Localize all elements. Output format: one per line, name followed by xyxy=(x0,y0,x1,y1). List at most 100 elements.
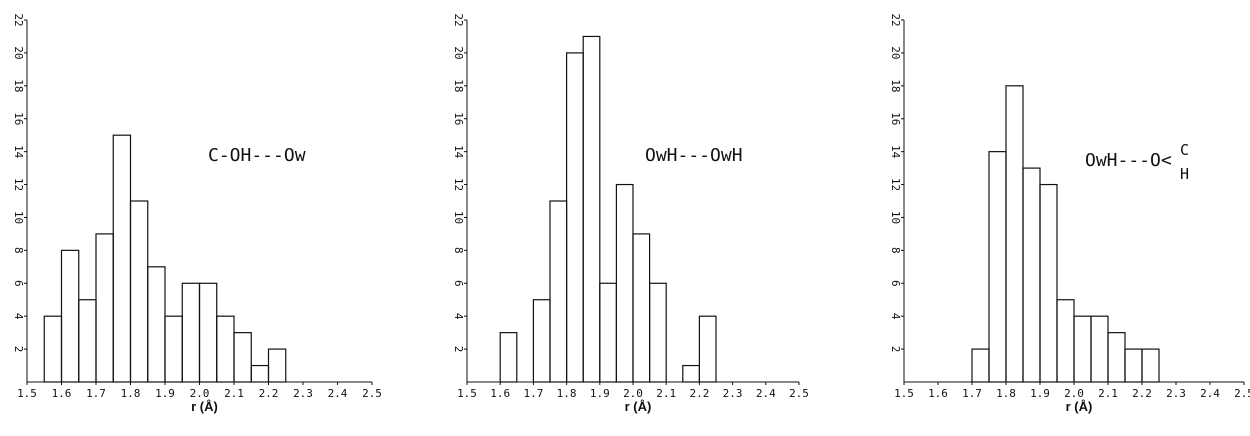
histogram-bar xyxy=(682,364,700,383)
y-tick-label: 14 xyxy=(452,145,465,159)
histogram-bar xyxy=(1124,348,1143,383)
y-tick-label: 6 xyxy=(889,280,902,287)
x-tick-label: 2.4 xyxy=(1200,387,1220,400)
y-tick-label: 20 xyxy=(452,46,465,59)
series-annotation: C-OH---Ow xyxy=(208,145,306,166)
x-tick-label: 2.2 xyxy=(1132,387,1152,400)
histogram-bar xyxy=(1056,299,1075,383)
x-tick-label: 2.4 xyxy=(328,387,348,400)
series-annotation: OwH---OwH xyxy=(645,145,743,166)
y-tick-label: 18 xyxy=(452,79,465,92)
x-tick-label: 1.8 xyxy=(121,387,141,400)
x-tick-label: 2.0 xyxy=(623,387,643,400)
histogram-bar xyxy=(549,200,568,383)
y-tick-label: 16 xyxy=(889,112,902,125)
y-tick-label: 22 xyxy=(889,13,902,26)
x-tick-label: 1.6 xyxy=(52,387,72,400)
x-tick-label: 1.8 xyxy=(996,387,1016,400)
histogram-bar xyxy=(988,151,1007,383)
histogram-bar xyxy=(216,315,235,383)
x-tick-label: 2.3 xyxy=(293,387,313,400)
x-tick-label: 2.5 xyxy=(789,387,809,400)
x-tick-label: 2.1 xyxy=(1098,387,1118,400)
histogram-bar xyxy=(698,315,717,383)
y-tick-label: 22 xyxy=(452,13,465,26)
histogram-bar xyxy=(1107,332,1126,383)
x-axis-label: r (Å) xyxy=(625,399,652,414)
histogram-bar xyxy=(112,134,132,383)
y-tick-label: 22 xyxy=(12,13,25,26)
x-tick-label: 1.7 xyxy=(962,387,982,400)
y-tick-label: 10 xyxy=(452,211,465,224)
y-tick-label: 16 xyxy=(452,112,465,125)
y-tick-label: 16 xyxy=(12,112,25,125)
histogram-bar xyxy=(129,200,149,383)
y-tick-label: 20 xyxy=(889,46,902,59)
y-tick-label: 20 xyxy=(12,46,25,59)
x-axis-label: r (Å) xyxy=(191,399,218,414)
histogram-bar xyxy=(233,332,252,383)
series-annotation: OwH---O< xyxy=(1085,150,1172,171)
y-tick-label: 8 xyxy=(12,247,25,254)
x-tick-label: 2.2 xyxy=(689,387,709,400)
histogram-bar xyxy=(164,315,183,383)
histogram-panel-owh-owh: 2 4 6 8 10 12 14 16 18 20 22 1.5 1.6 1.7 1.8 1.9 2.0 2.1 2… xyxy=(452,13,809,414)
y-tick-label: 14 xyxy=(889,145,902,159)
y-tick-label: 2 xyxy=(452,346,465,353)
histogram-bar xyxy=(60,249,80,383)
histogram-panel-c-oh-ow: 2 4 6 8 10 12 14 16 18 20 22 1.5 1.6 1.7 1.8 1.9 2.0 2.1 2… xyxy=(12,13,382,414)
histogram-bar xyxy=(43,315,63,383)
histogram-bar xyxy=(78,299,97,383)
y-tick-label: 8 xyxy=(889,247,902,254)
y-tick-label: 8 xyxy=(452,247,465,254)
y-tick-label: 4 xyxy=(12,313,25,320)
x-axis-label: r (Å) xyxy=(1066,399,1093,414)
histogram-bar xyxy=(648,282,667,383)
x-tick-label: 1.7 xyxy=(86,387,106,400)
x-tick-label: 2.0 xyxy=(1064,387,1084,400)
histogram-bar xyxy=(267,348,287,383)
x-tick-label: 2.3 xyxy=(723,387,743,400)
y-tick-label: 6 xyxy=(452,280,465,287)
x-tick-label: 1.5 xyxy=(894,387,914,400)
x-tick-label: 2.4 xyxy=(756,387,776,400)
x-tick-label: 2.0 xyxy=(190,387,210,400)
histogram-bar xyxy=(1090,315,1109,383)
histogram-bar xyxy=(971,348,990,383)
histogram-bar xyxy=(1073,315,1092,383)
histogram-bar xyxy=(181,282,201,383)
y-tick-label: 2 xyxy=(889,346,902,353)
histogram-bar xyxy=(565,52,584,383)
y-tick-label: 18 xyxy=(12,79,25,92)
y-tick-label: 12 xyxy=(889,178,902,191)
y-tick-label: 18 xyxy=(889,79,902,92)
x-tick-label: 1.7 xyxy=(523,387,543,400)
x-tick-label: 2.5 xyxy=(1234,387,1250,400)
x-tick-label: 2.1 xyxy=(656,387,676,400)
histogram-bar xyxy=(1141,348,1160,383)
x-tick-label: 1.9 xyxy=(155,387,175,400)
y-tick-label: 4 xyxy=(452,313,465,320)
x-tick-label: 2.1 xyxy=(224,387,244,400)
histogram-bar xyxy=(250,364,270,383)
x-tick-label: 1.5 xyxy=(17,387,37,400)
histogram-bar xyxy=(1039,183,1058,383)
histogram-bar xyxy=(198,282,218,383)
histogram-bar xyxy=(632,233,651,383)
histogram-bar xyxy=(95,233,114,383)
y-tick-label: 2 xyxy=(12,346,25,353)
histogram-bar xyxy=(599,282,617,383)
x-tick-label: 2.5 xyxy=(362,387,382,400)
annotation-upper-atom: C xyxy=(1180,141,1189,159)
y-tick-label: 14 xyxy=(12,145,25,159)
histogram-bar xyxy=(147,266,166,383)
y-tick-label: 12 xyxy=(12,178,25,191)
y-tick-label: 10 xyxy=(889,211,902,224)
x-tick-label: 1.5 xyxy=(457,387,477,400)
x-tick-label: 1.9 xyxy=(1030,387,1050,400)
histogram-bar xyxy=(615,183,634,383)
x-tick-label: 2.3 xyxy=(1166,387,1186,400)
histogram-bar xyxy=(1022,167,1041,383)
annotation-lower-atom: H xyxy=(1180,165,1189,183)
histogram-bar xyxy=(582,35,601,383)
